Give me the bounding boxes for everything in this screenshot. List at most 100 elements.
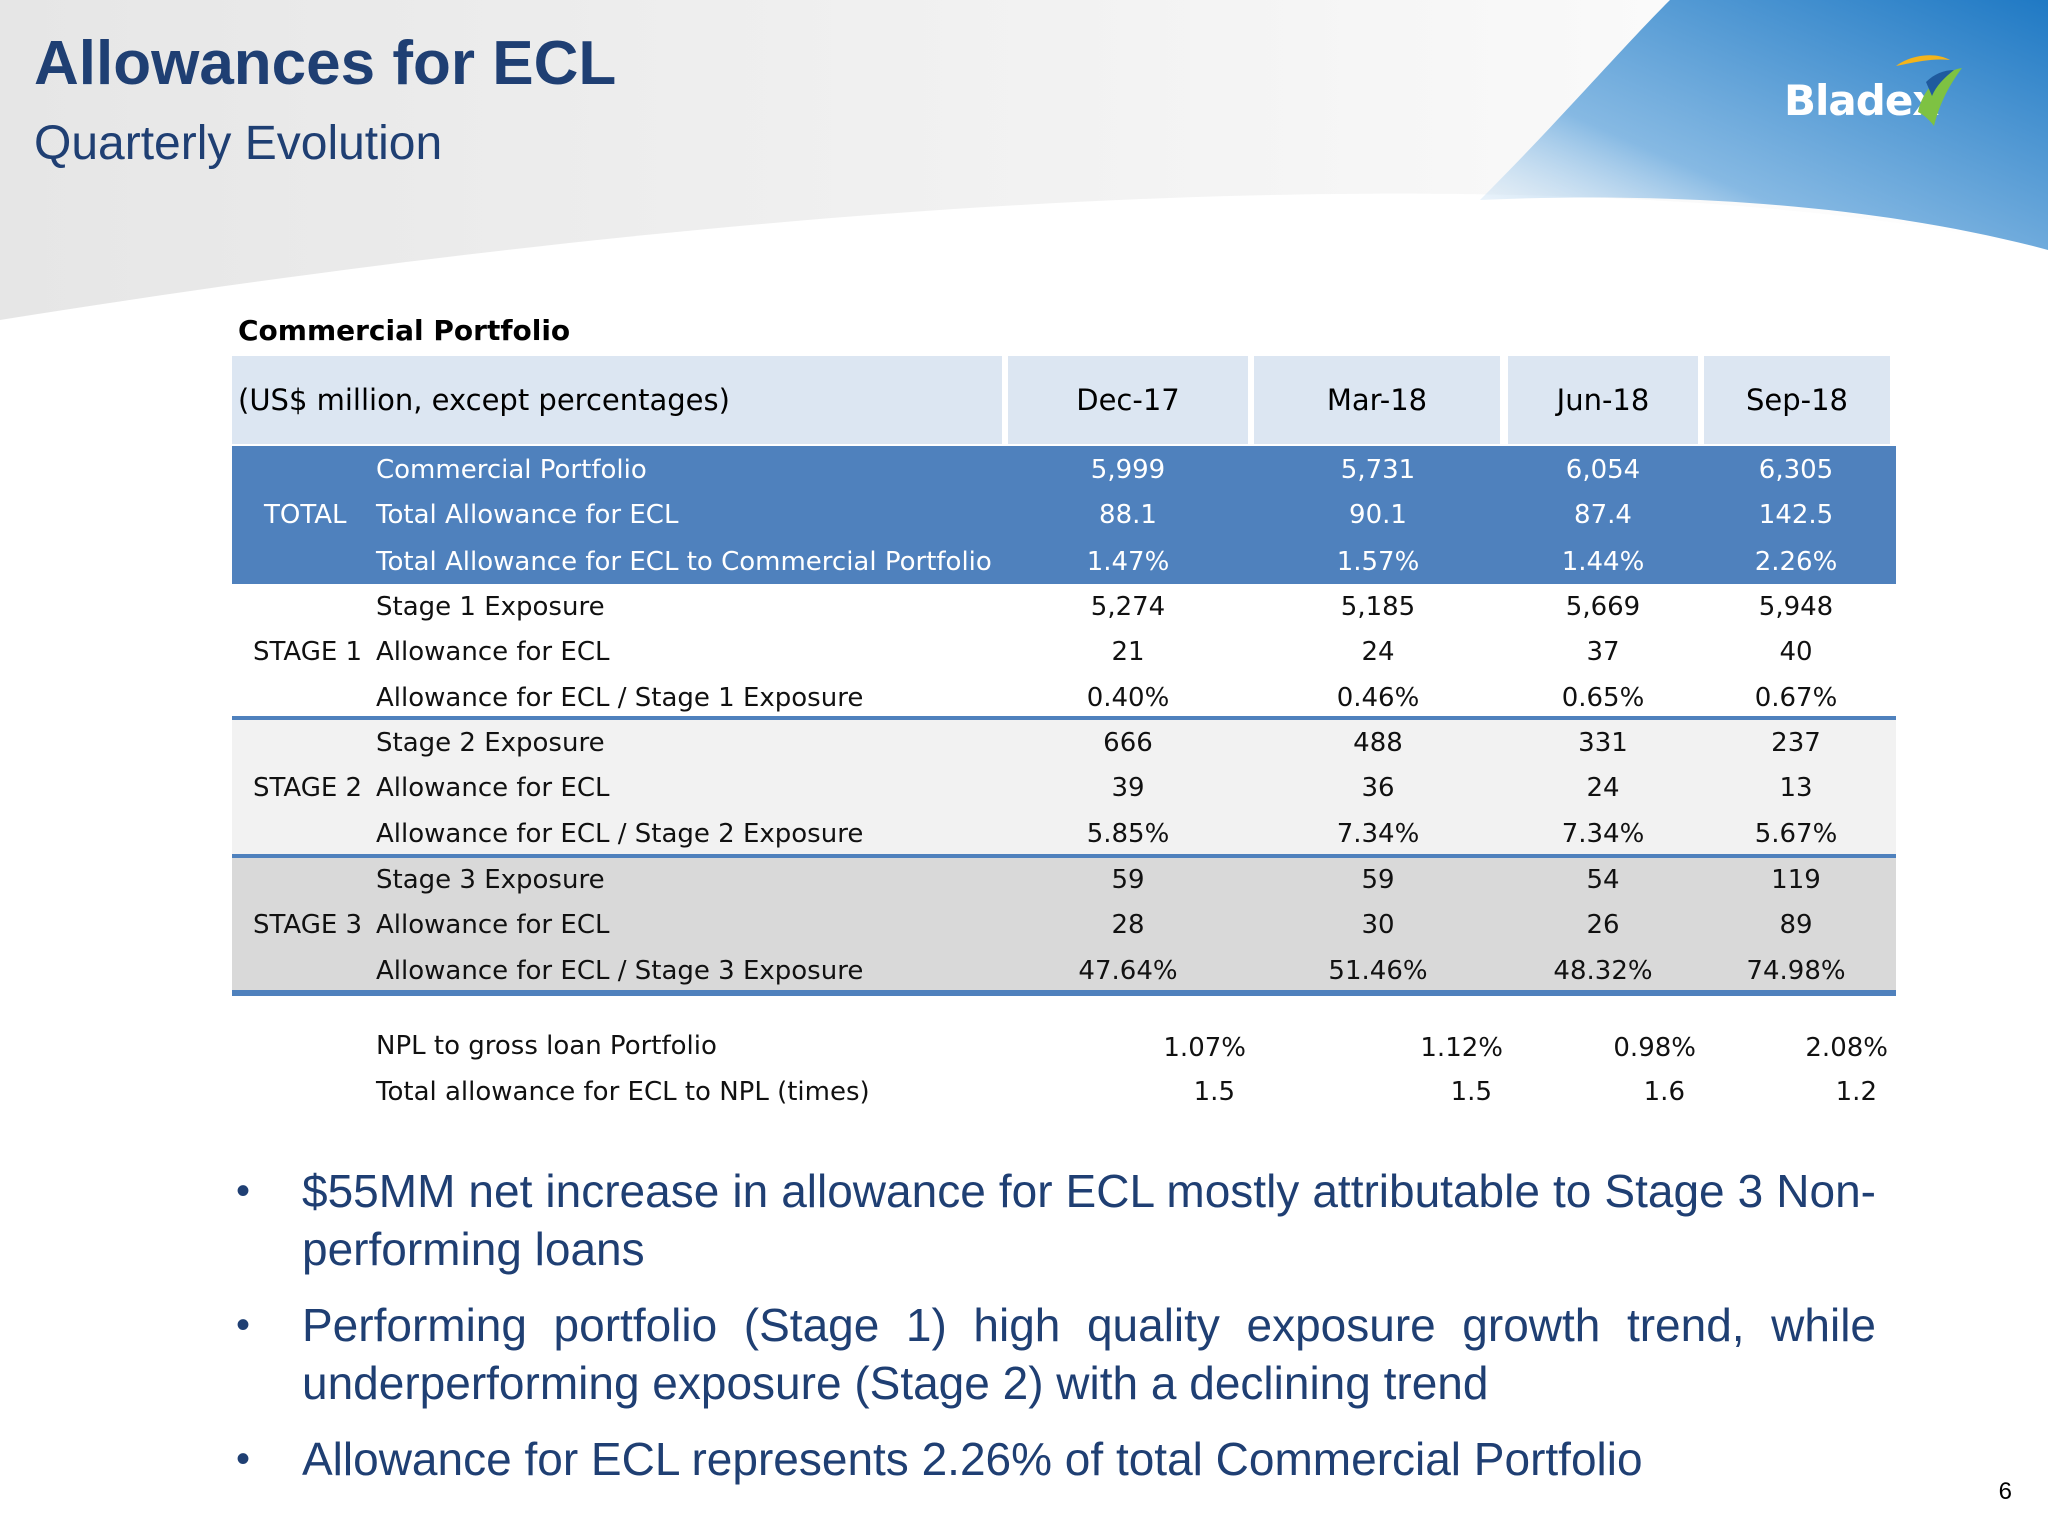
page-subtitle: Quarterly Evolution bbox=[34, 117, 443, 170]
column-header-mar18: Mar-18 bbox=[1254, 356, 1500, 444]
footer-cell: 1.12% bbox=[1420, 1033, 1503, 1063]
footer-cell: 1.07% bbox=[1163, 1033, 1246, 1063]
table-cell: 1.47% bbox=[1086, 547, 1170, 577]
footer-cell: 1.5 bbox=[1193, 1077, 1235, 1107]
table-cell: 40 bbox=[1779, 637, 1813, 667]
row-label: Total Allowance for ECL to Commercial Po… bbox=[376, 547, 992, 577]
table-cell: 6,305 bbox=[1758, 455, 1834, 485]
table-cell: 5.85% bbox=[1086, 819, 1170, 849]
footer-cell: 1.5 bbox=[1450, 1077, 1492, 1107]
bullet-text: $55MM net increase in allowance for ECL … bbox=[302, 1165, 1876, 1275]
table-cell: 30 bbox=[1361, 910, 1395, 940]
table-cell: 47.64% bbox=[1078, 956, 1178, 986]
column-label: Mar-18 bbox=[1326, 383, 1428, 417]
column-header-units: (US$ million, except percentages) bbox=[232, 356, 1002, 444]
table-cell: 0.40% bbox=[1086, 683, 1170, 713]
table-cell: 5,948 bbox=[1758, 592, 1834, 622]
table-cell: 89 bbox=[1779, 910, 1813, 940]
stage1-bottom-divider bbox=[232, 716, 1896, 720]
stage2-band bbox=[232, 720, 1896, 854]
table-cell: 0.46% bbox=[1336, 683, 1420, 713]
bullet-text: Performing portfolio (Stage 1) high qual… bbox=[302, 1299, 1876, 1409]
row-label: Allowance for ECL / Stage 3 Exposure bbox=[376, 956, 864, 986]
group-label-total: TOTAL bbox=[264, 500, 347, 530]
logo-text: Bladex bbox=[1784, 76, 1939, 125]
table-cell: 59 bbox=[1111, 865, 1145, 895]
group-label-stage3: STAGE 3 bbox=[253, 910, 363, 940]
units-label: (US$ million, except percentages) bbox=[238, 383, 730, 417]
table-cell: 142.5 bbox=[1758, 500, 1834, 530]
row-label: Allowance for ECL bbox=[376, 910, 610, 940]
table-cell: 54 bbox=[1586, 865, 1620, 895]
column-label: Dec-17 bbox=[1076, 383, 1180, 417]
footer-cell: 1.6 bbox=[1643, 1077, 1685, 1107]
bullet-icon: • bbox=[236, 1437, 251, 1481]
bullet-icon: • bbox=[236, 1169, 251, 1213]
table-cell: 74.98% bbox=[1746, 956, 1846, 986]
table-cell: 5,274 bbox=[1090, 592, 1166, 622]
table-cell: 59 bbox=[1361, 865, 1395, 895]
row-label: Total Allowance for ECL bbox=[376, 500, 679, 530]
table-cell: 48.32% bbox=[1553, 956, 1653, 986]
table-cell: 21 bbox=[1111, 637, 1145, 667]
row-label: Allowance for ECL bbox=[376, 773, 610, 803]
table-cell: 119 bbox=[1771, 865, 1821, 895]
bullet-icon: • bbox=[236, 1303, 251, 1347]
footer-cell: 2.08% bbox=[1805, 1033, 1888, 1063]
table-cell: 88.1 bbox=[1099, 500, 1157, 530]
table-cell: 666 bbox=[1103, 728, 1153, 758]
table-caption: Commercial Portfolio bbox=[238, 314, 571, 347]
table-cell: 26 bbox=[1586, 910, 1620, 940]
table-cell: 87.4 bbox=[1574, 500, 1632, 530]
row-label: Stage 2 Exposure bbox=[376, 728, 605, 758]
table-cell: 0.67% bbox=[1754, 683, 1838, 713]
table-cell: 28 bbox=[1111, 910, 1145, 940]
bladex-logo: Bladex bbox=[1784, 52, 1964, 136]
table-cell: 13 bbox=[1779, 773, 1813, 803]
total-band bbox=[232, 446, 1896, 584]
table-cell: 1.44% bbox=[1561, 547, 1645, 577]
stage3-band bbox=[232, 858, 1896, 990]
table-cell: 5,731 bbox=[1340, 455, 1416, 485]
row-label: Stage 1 Exposure bbox=[376, 592, 605, 622]
table-cell: 488 bbox=[1353, 728, 1403, 758]
footer-cell: 1.2 bbox=[1835, 1077, 1877, 1107]
table-cell: 39 bbox=[1111, 773, 1145, 803]
table-cell: 237 bbox=[1771, 728, 1821, 758]
column-label: Sep-18 bbox=[1745, 383, 1849, 417]
bullet-text: Allowance for ECL represents 2.26% of to… bbox=[302, 1433, 1643, 1485]
column-header-dec17: Dec-17 bbox=[1008, 356, 1248, 444]
stage3-bottom-divider bbox=[232, 990, 1896, 996]
table-cell: 24 bbox=[1361, 637, 1395, 667]
table-cell: 5.67% bbox=[1754, 819, 1838, 849]
bullet-item: • $55MM net increase in allowance for EC… bbox=[236, 1162, 1876, 1278]
table-cell: 1.57% bbox=[1336, 547, 1420, 577]
stage2-bottom-divider bbox=[232, 854, 1896, 858]
table-cell: 24 bbox=[1586, 773, 1620, 803]
footer-cell: 0.98% bbox=[1613, 1033, 1696, 1063]
table-cell: 37 bbox=[1586, 637, 1620, 667]
table-cell: 0.65% bbox=[1561, 683, 1645, 713]
table-cell: 5,185 bbox=[1340, 592, 1416, 622]
row-label: Commercial Portfolio bbox=[376, 455, 647, 485]
table-cell: 36 bbox=[1361, 773, 1395, 803]
row-label: Allowance for ECL bbox=[376, 637, 610, 667]
column-header-sep18: Sep-18 bbox=[1704, 356, 1890, 444]
bullet-item: • Performing portfolio (Stage 1) high qu… bbox=[236, 1296, 1876, 1412]
column-header-jun18: Jun-18 bbox=[1508, 356, 1698, 444]
row-label: Stage 3 Exposure bbox=[376, 865, 605, 895]
bullet-item: • Allowance for ECL represents 2.26% of … bbox=[236, 1430, 1876, 1488]
table-cell: 5,669 bbox=[1565, 592, 1641, 622]
bullet-list: • $55MM net increase in allowance for EC… bbox=[236, 1162, 1876, 1506]
table-cell: 6,054 bbox=[1565, 455, 1641, 485]
footer-row-label: NPL to gross loan Portfolio bbox=[376, 1031, 717, 1061]
page-title: Allowances for ECL bbox=[34, 29, 617, 98]
table-cell: 7.34% bbox=[1561, 819, 1645, 849]
table-cell: 331 bbox=[1578, 728, 1628, 758]
table-cell: 2.26% bbox=[1754, 547, 1838, 577]
row-label: Allowance for ECL / Stage 1 Exposure bbox=[376, 683, 864, 713]
group-label-stage2: STAGE 2 bbox=[253, 773, 363, 803]
table-cell: 90.1 bbox=[1349, 500, 1407, 530]
table-cell: 7.34% bbox=[1336, 819, 1420, 849]
table-cell: 51.46% bbox=[1328, 956, 1428, 986]
